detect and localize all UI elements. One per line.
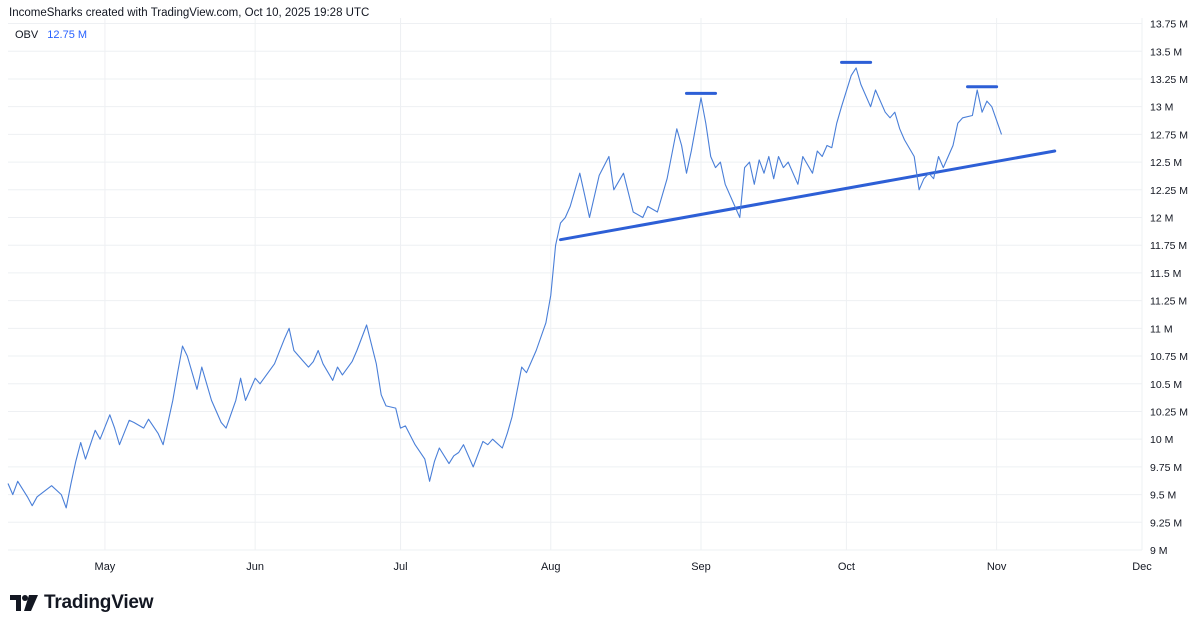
tradingview-branding[interactable]: TradingView xyxy=(10,592,154,614)
y-tick-label: 12 M xyxy=(1150,213,1173,225)
support-trendline[interactable] xyxy=(558,149,1057,242)
y-tick-label: 12.5 M xyxy=(1150,157,1182,169)
y-tick-label: 9.5 M xyxy=(1150,490,1176,502)
x-tick-label: Aug xyxy=(541,561,561,573)
indicator-value: 12.75 M xyxy=(47,29,88,41)
indicator-name: OBV xyxy=(15,29,39,41)
series-layer xyxy=(7,67,1003,509)
x-tick-label: Sep xyxy=(691,561,711,573)
y-tick-label: 9 M xyxy=(1150,545,1168,557)
y-tick-label: 10.25 M xyxy=(1150,406,1188,418)
indicator-legend[interactable]: OBV 12.75 M xyxy=(15,29,87,41)
tradingview-logo-icon xyxy=(10,595,38,611)
y-tick-label: 13.25 M xyxy=(1150,74,1188,86)
obv-series-line xyxy=(7,67,1003,509)
tradingview-logo-text: TradingView xyxy=(44,592,154,613)
y-tick-label: 9.75 M xyxy=(1150,462,1182,474)
y-tick-label: 13.5 M xyxy=(1150,46,1182,58)
y-tick-label: 12.75 M xyxy=(1150,129,1188,141)
y-tick-label: 13.75 M xyxy=(1150,19,1188,31)
x-tick-label: May xyxy=(95,561,116,573)
y-axis[interactable]: 9 M 9.25 M 9.5 M 9.75 M 10 M 10.25 M 10.5 M 10.… xyxy=(1150,19,1188,557)
grid-lines xyxy=(8,18,1143,551)
chart-attribution: IncomeSharks created with TradingView.co… xyxy=(9,7,370,19)
x-tick-label: Nov xyxy=(987,561,1007,573)
y-tick-label: 11.75 M xyxy=(1150,240,1187,252)
y-tick-label: 10.75 M xyxy=(1150,351,1188,363)
y-tick-label: 10 M xyxy=(1150,434,1173,446)
y-tick-label: 12.25 M xyxy=(1150,185,1188,197)
x-tick-label: Oct xyxy=(838,561,855,573)
y-tick-label: 13 M xyxy=(1150,102,1173,114)
y-tick-label: 10.5 M xyxy=(1150,379,1182,391)
y-tick-label: 11.25 M xyxy=(1150,296,1187,308)
x-tick-label: Dec xyxy=(1132,561,1152,573)
x-tick-label: Jun xyxy=(246,561,264,573)
trend-drawings[interactable] xyxy=(558,60,1057,242)
y-tick-label: 11 M xyxy=(1150,323,1173,335)
x-tick-label: Jul xyxy=(394,561,408,573)
x-axis[interactable]: May Jun Jul Aug Sep Oct Nov Dec xyxy=(95,561,1153,573)
y-tick-label: 11.5 M xyxy=(1150,268,1181,280)
y-tick-label: 9.25 M xyxy=(1150,517,1182,529)
